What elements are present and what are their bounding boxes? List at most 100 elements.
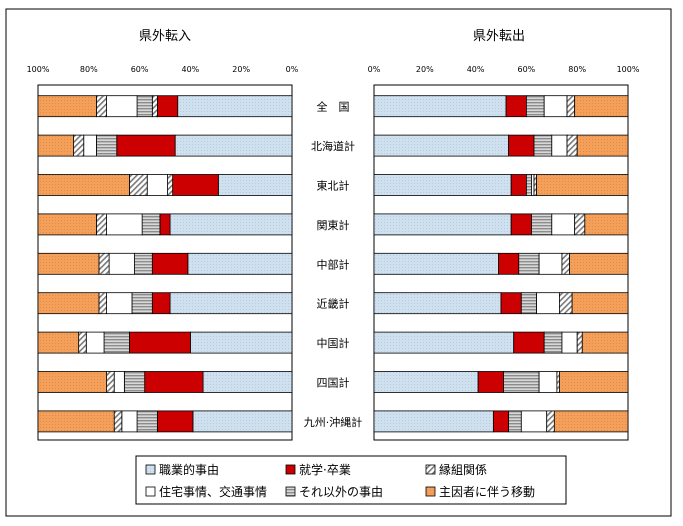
right-bar-2-housing-r (566, 134, 578, 157)
legend-label-5: それ以外の事由 (299, 485, 383, 499)
right-bar-1-adoption-r (526, 95, 545, 118)
right-bar-9-adoption-r (508, 410, 522, 433)
left-bar-8-accompany (37, 371, 107, 393)
right-bar-6-school (500, 292, 522, 315)
right-bar-5-adoption-r (518, 252, 540, 275)
legend-label-6: 主因者に伴う移動 (439, 485, 535, 499)
left-x-tick-5: 0% (286, 65, 299, 74)
left-bar-6-school (151, 292, 171, 315)
left-bar-9-occupation (192, 410, 293, 433)
left-bar-5-housing (108, 252, 135, 275)
left-bar-4-school (159, 213, 171, 236)
left-bar-3-adoption2 (129, 174, 148, 196)
left-bar-2-accompany (37, 134, 74, 157)
right-bar-2-other-r (551, 134, 568, 157)
right-bar-2-adoption2-r (576, 134, 629, 157)
category-label-5: 中部計 (317, 257, 350, 271)
figure-frame (5, 8, 672, 517)
left-bar-4-adoption2 (96, 213, 107, 236)
right-bar-7-adoption2-r (581, 331, 629, 354)
legend-label-2: 就学·卒業 (299, 462, 351, 477)
legend-swatch-6 (425, 486, 436, 497)
right-bar-1-other-r (543, 95, 568, 118)
left-bar-4-other (141, 213, 161, 236)
right-bar-1-adoption2-r (574, 95, 629, 118)
right-bar-3-adoption-r (526, 174, 532, 196)
right-bar-3-occupation (373, 174, 512, 196)
left-bar-5-other (134, 252, 153, 275)
left-bar-7-accompany (37, 331, 80, 354)
left-x-tick-4: 20% (232, 65, 250, 74)
legend-swatch-2 (285, 464, 296, 475)
right-bar-7-other-r (561, 331, 578, 354)
left-bar-8-school (144, 371, 204, 393)
right-bar-3-school (510, 174, 527, 196)
legend-box (135, 455, 567, 505)
left-bar-1-adoption2 (96, 95, 107, 118)
category-label-8: 四国計 (317, 376, 350, 390)
right-bar-5-school (498, 252, 520, 275)
left-bar-2-school (116, 134, 176, 157)
right-bar-4-adoption-r (531, 213, 553, 236)
left-bar-3-occupation (217, 174, 293, 196)
right-bar-7-occupation (373, 331, 515, 354)
right-bar-4-school (510, 213, 532, 236)
right-bar-8-occupation (373, 371, 479, 393)
right-x-tick-3: 60% (518, 65, 536, 74)
left-bar-6-accompany (37, 292, 100, 315)
left-bar-9-other (136, 410, 158, 433)
right-bar-6-occupation (373, 292, 502, 315)
left-bar-8-occupation (202, 371, 293, 393)
category-label-1: 全 国 (317, 100, 350, 114)
left-bar-7-occupation (189, 331, 293, 354)
left-bars (37, 95, 293, 433)
legend-swatch-4 (145, 486, 156, 497)
category-label-7: 中国計 (317, 336, 350, 350)
right-bar-3-adoption2-r (536, 174, 629, 196)
legend-swatch-5 (285, 486, 296, 497)
right-x-tick-0: 0% (368, 65, 381, 74)
left-bar-9-school (156, 410, 194, 433)
left-bar-7-school (129, 331, 191, 354)
right-bar-5-occupation (373, 252, 499, 275)
left-bar-5-adoption2 (98, 252, 110, 275)
right-x-tick-5: 100% (617, 65, 640, 74)
right-bar-9-other-r (520, 410, 548, 433)
right-bar-2-adoption-r (533, 134, 553, 157)
left-bar-2-occupation (174, 134, 293, 157)
right-bar-1-school (505, 95, 527, 118)
right-bar-8-adoption-r (503, 371, 540, 393)
right-bar-4-adoption2-r (584, 213, 629, 236)
left-bar-4-occupation (169, 213, 293, 236)
right-x-tick-1: 20% (416, 65, 434, 74)
left-bar-5-accompany (37, 252, 100, 275)
category-label-6: 近畿計 (317, 297, 350, 311)
category-label-4: 関東計 (317, 218, 350, 232)
right-bar-8-school (477, 371, 504, 393)
left-bar-6-housing (106, 292, 133, 315)
left-bar-6-other (131, 292, 153, 315)
left-x-tick-0: 100% (27, 65, 50, 74)
left-bar-4-accompany (37, 213, 97, 236)
right-bar-7-school (513, 331, 545, 354)
left-x-tick-1: 80% (80, 65, 98, 74)
left-bar-1-other (136, 95, 153, 118)
left-bar-3-housing (146, 174, 168, 196)
left-bar-1-housing (106, 95, 138, 118)
category-label-3: 東北計 (317, 179, 350, 193)
right-bar-9-school (492, 410, 510, 433)
left-bar-1-occupation (177, 95, 293, 118)
left-bar-7-other (103, 331, 130, 354)
legend-swatch-1 (145, 464, 156, 475)
left-bar-1-adoption (151, 95, 158, 118)
category-label-9: 九州·沖縄計 (304, 415, 363, 429)
left-bar-5-school (151, 252, 189, 275)
left-bar-6-occupation (169, 292, 293, 315)
right-bar-8-adoption2-r (559, 371, 629, 393)
left-bar-5-occupation (187, 252, 293, 275)
legend-label-4: 住宅事情、交通事情 (159, 484, 267, 499)
left-bar-1-accompany (37, 95, 97, 118)
left-bar-3-adoption (167, 174, 174, 196)
right-bar-6-adoption2-r (571, 292, 629, 315)
